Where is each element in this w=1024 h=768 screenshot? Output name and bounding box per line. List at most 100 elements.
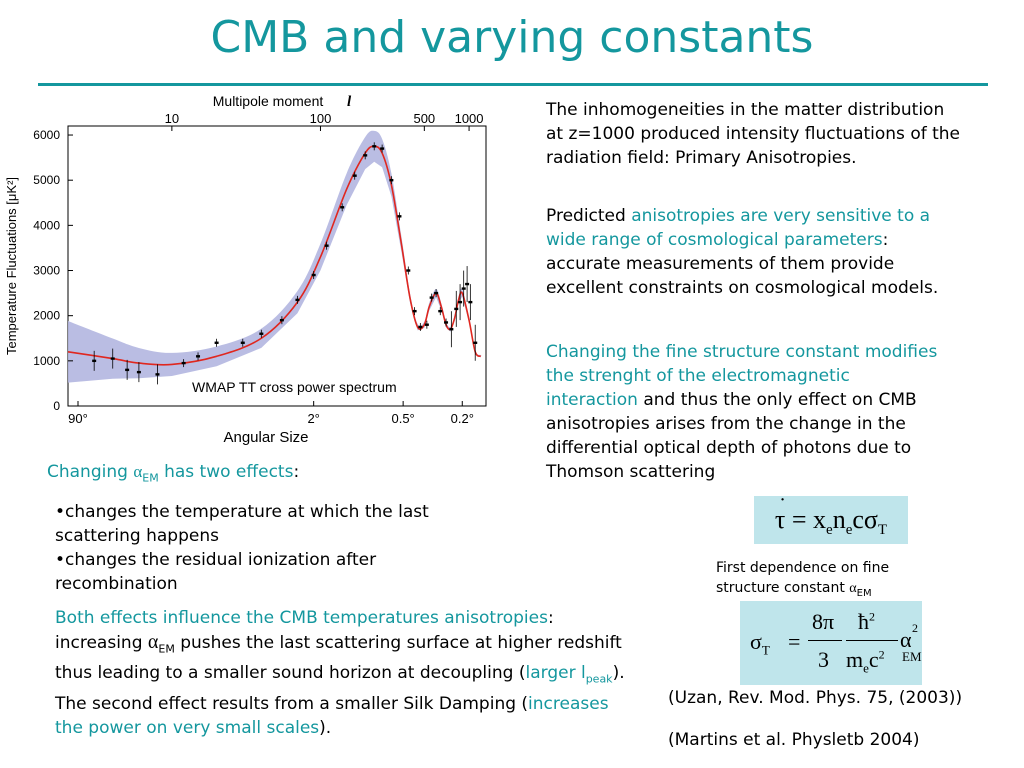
data-point bbox=[295, 298, 300, 302]
predicted-rest: : accurate measurements of them provide … bbox=[546, 230, 939, 298]
data-point bbox=[461, 287, 466, 290]
second-effect-text: ). The second effect results from a smal… bbox=[55, 663, 625, 714]
eq2-denominator: 3 bbox=[818, 647, 829, 672]
peak-subscript: peak bbox=[585, 672, 613, 686]
data-point bbox=[110, 357, 115, 360]
paragraph-end: ). bbox=[319, 717, 332, 738]
em-subscript-2: EM bbox=[158, 642, 175, 656]
x-axis-label: Angular Size bbox=[223, 429, 308, 446]
y-tick-label: 2000 bbox=[33, 309, 60, 323]
eq2-alpha-em: EM bbox=[902, 649, 922, 664]
eq2-hbar-sq: ħ2 bbox=[858, 609, 875, 634]
y-tick-label: 5000 bbox=[33, 173, 60, 187]
data-point bbox=[389, 178, 394, 182]
data-point bbox=[468, 300, 473, 304]
bottom-tick-label: 0.2° bbox=[451, 411, 474, 426]
both-effects-lead: Both effects influence the CMB temperatu… bbox=[55, 608, 548, 628]
data-point bbox=[311, 273, 316, 277]
changing-alpha-heading: Changing αEM has two effects: bbox=[47, 460, 407, 490]
data-point bbox=[240, 341, 245, 344]
data-point bbox=[454, 307, 459, 311]
data-point bbox=[449, 328, 454, 331]
y-tick-label: 4000 bbox=[33, 218, 60, 232]
eq1-sigma: σ bbox=[863, 505, 878, 534]
top-axis-label: Multipole moment bbox=[213, 93, 324, 109]
top-axis-symbol: l bbox=[347, 94, 352, 110]
increases-power-text: increases the power on very small scales bbox=[55, 693, 609, 738]
plot-frame bbox=[67, 125, 487, 407]
tau-dot: τ ˙ bbox=[775, 493, 786, 544]
em-subscript: EM bbox=[142, 471, 159, 485]
eq2-numerator: 8π bbox=[812, 609, 835, 634]
eq1-x: x bbox=[813, 505, 827, 534]
eq1-c: c bbox=[852, 505, 864, 534]
slide-title: CMB and varying constants bbox=[210, 12, 814, 63]
data-point bbox=[136, 370, 141, 374]
top-tick-label: 10 bbox=[165, 111, 179, 126]
alpha-symbol: α bbox=[133, 462, 143, 481]
data-point bbox=[259, 332, 264, 335]
reference-martins: (Martins et al. Physletb 2004) bbox=[668, 730, 920, 750]
y-tick-label: 0 bbox=[53, 399, 60, 413]
chart-legend: WMAP TT cross power spectrum bbox=[192, 379, 397, 395]
increasing-text: increasing bbox=[55, 633, 148, 653]
both-colon: : bbox=[547, 608, 554, 628]
predicted-lead: Predicted bbox=[546, 206, 632, 226]
bottom-tick-label: 90° bbox=[68, 411, 88, 426]
dot-mark: ˙ bbox=[778, 493, 787, 518]
pushes-text: pushes the last scattering surface at hi… bbox=[55, 633, 622, 684]
y-tick-labels: 0 1000 2000 3000 4000 5000 6000 bbox=[33, 128, 73, 413]
chart-background bbox=[0, 86, 500, 451]
data-point bbox=[352, 174, 357, 177]
data-point bbox=[438, 309, 443, 313]
top-tick-label: 100 bbox=[310, 111, 332, 126]
inhomogeneities-paragraph: The inhomogeneities in the matter distri… bbox=[546, 100, 961, 168]
data-point bbox=[406, 269, 411, 272]
data-point bbox=[340, 206, 345, 209]
data-points bbox=[92, 142, 478, 385]
eq1-equals: = bbox=[785, 505, 814, 534]
has-two-effects: has two effects bbox=[158, 462, 294, 482]
eq2-frac2-bar bbox=[846, 640, 898, 641]
data-point bbox=[196, 355, 201, 358]
reference-uzan: (Uzan, Rev. Mod. Phys. 75, (2003)) bbox=[668, 688, 963, 708]
note-em: EM bbox=[856, 587, 872, 599]
changing-prefix: Changing bbox=[47, 462, 134, 482]
data-point bbox=[473, 341, 478, 344]
optical-depth-equation: τ ˙ = xenecσT bbox=[754, 493, 908, 544]
data-point bbox=[429, 296, 434, 299]
predicted-paragraph: Predicted anisotropies are very sensitiv… bbox=[546, 204, 966, 300]
fine-structure-note: First dependence on fine structure const… bbox=[716, 558, 936, 604]
bullet-1: •changes the temperature at which the la… bbox=[55, 502, 429, 546]
heading-colon: : bbox=[293, 462, 300, 482]
eq2-equals: = bbox=[788, 629, 801, 654]
fine-structure-rest: and thus the only effect on CMB anisotro… bbox=[546, 390, 917, 482]
eq1-n: n bbox=[832, 505, 846, 534]
data-point bbox=[444, 321, 449, 324]
larger-l-text: larger l bbox=[525, 663, 586, 684]
eq1-sub-T: T bbox=[877, 522, 888, 539]
data-point bbox=[434, 291, 439, 295]
eq1-sub-e2: e bbox=[845, 522, 853, 539]
data-point bbox=[372, 145, 377, 148]
bottom-tick-label: 0.5° bbox=[391, 411, 414, 426]
data-point bbox=[424, 323, 429, 326]
alpha-symbol-2: α bbox=[147, 631, 159, 653]
both-effects-paragraph: Both effects influence the CMB temperatu… bbox=[55, 606, 625, 740]
predicted-highlight: anisotropies are very sensitive to a wid… bbox=[546, 206, 931, 250]
fine-structure-highlight: Changing the fine structure constant mod… bbox=[546, 342, 938, 410]
note-alpha: α bbox=[849, 581, 857, 596]
data-point bbox=[125, 368, 130, 372]
title-divider bbox=[38, 83, 988, 86]
data-point bbox=[465, 282, 470, 286]
eq2-frac1-bar bbox=[808, 640, 842, 641]
top-tick-labels: 10 100 500 1000 bbox=[165, 111, 484, 131]
bottom-tick-labels: 90° 2° 0.5° 0.2° bbox=[68, 401, 474, 426]
top-tick-label: 1000 bbox=[455, 111, 484, 126]
y-tick-label: 1000 bbox=[33, 354, 60, 368]
data-point bbox=[458, 300, 463, 304]
thomson-cross-section-equation: σT = 8π 3 ħ2 mec2 α 2 EM bbox=[740, 601, 922, 685]
eq2-alpha: α bbox=[900, 627, 912, 652]
eq1-sub-e1: e bbox=[826, 522, 833, 539]
data-point bbox=[397, 215, 402, 218]
